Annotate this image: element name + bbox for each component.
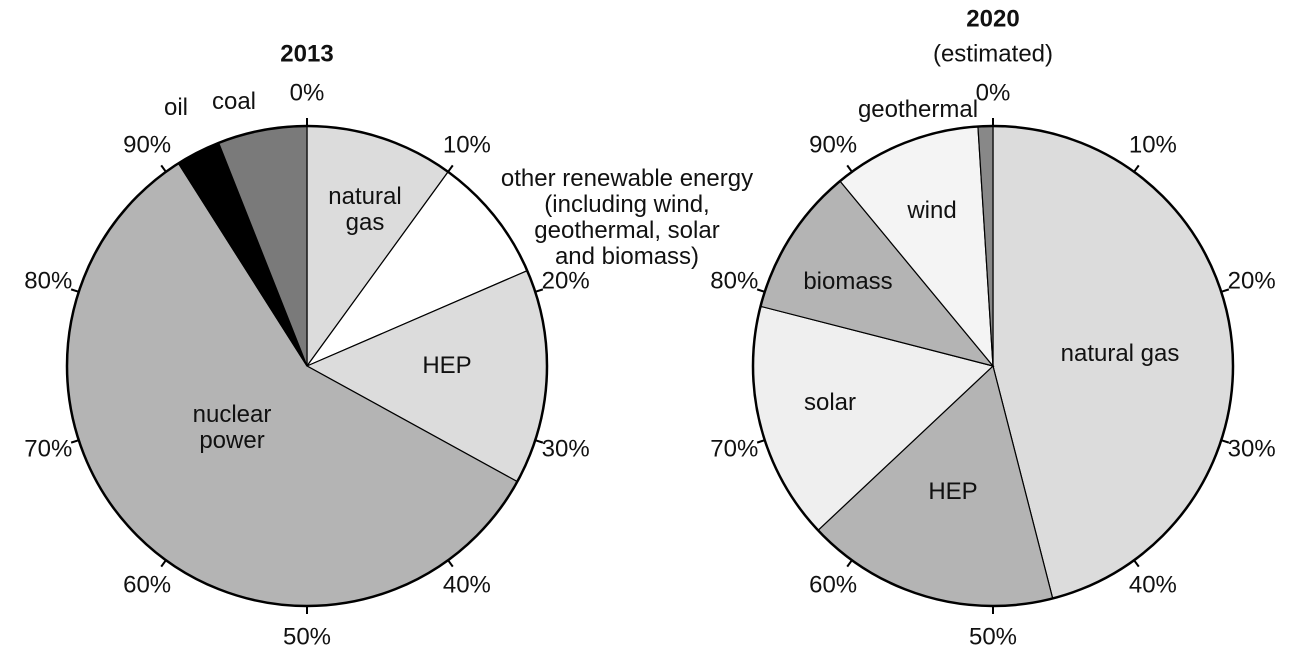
tick-mark	[534, 439, 544, 444]
tick-label: 0%	[290, 79, 325, 106]
slice-label: other renewable energy (including wind, …	[500, 165, 754, 270]
tick-label: 60%	[809, 571, 857, 598]
tick-mark	[1220, 288, 1230, 293]
tick-mark	[160, 559, 167, 568]
tick-label: 90%	[123, 131, 171, 158]
slice-label: coal	[211, 88, 257, 115]
tick-label: 80%	[710, 267, 758, 294]
tick-label: 70%	[710, 435, 758, 462]
tick-label: 30%	[542, 435, 590, 462]
tick-mark	[756, 288, 766, 293]
tick-label: 20%	[1228, 267, 1276, 294]
tick-mark	[846, 559, 853, 568]
slice-label: natural gas	[1060, 340, 1180, 367]
tick-label: 90%	[809, 131, 857, 158]
tick-mark	[447, 164, 454, 173]
tick-mark	[534, 288, 544, 293]
slice-label: wind	[907, 197, 957, 224]
slice-label: solar	[803, 389, 857, 416]
slice-label: HEP	[422, 352, 472, 379]
slice-label: natural gas	[328, 183, 402, 236]
tick-mark	[70, 288, 80, 293]
tick-label: 30%	[1228, 435, 1276, 462]
slice-label: HEP	[928, 478, 978, 505]
slice-label: nuclear power	[192, 401, 272, 454]
tick-label: 0%	[976, 79, 1011, 106]
tick-label: 80%	[24, 267, 72, 294]
tick-label: 10%	[1129, 131, 1177, 158]
tick-label: 10%	[443, 131, 491, 158]
chart-title: 2020	[966, 5, 1019, 32]
slice-label: geothermal	[857, 96, 979, 123]
tick-label: 20%	[542, 267, 590, 294]
chart-subtitle: (estimated)	[933, 40, 1053, 67]
tick-label: 40%	[443, 571, 491, 598]
tick-mark	[1220, 439, 1230, 444]
tick-label: 40%	[1129, 571, 1177, 598]
slice-label: oil	[163, 94, 189, 121]
tick-mark	[447, 559, 454, 568]
tick-mark	[846, 164, 853, 173]
tick-label: 60%	[123, 571, 171, 598]
tick-label: 50%	[283, 623, 331, 648]
tick-mark	[160, 164, 167, 173]
tick-mark	[1133, 559, 1140, 568]
chart-title: 2013	[280, 40, 333, 67]
slice-label: biomass	[803, 268, 893, 295]
tick-mark	[756, 439, 766, 444]
tick-label: 50%	[969, 623, 1017, 648]
tick-label: 70%	[24, 435, 72, 462]
tick-mark	[1133, 164, 1140, 173]
tick-mark	[70, 439, 80, 444]
